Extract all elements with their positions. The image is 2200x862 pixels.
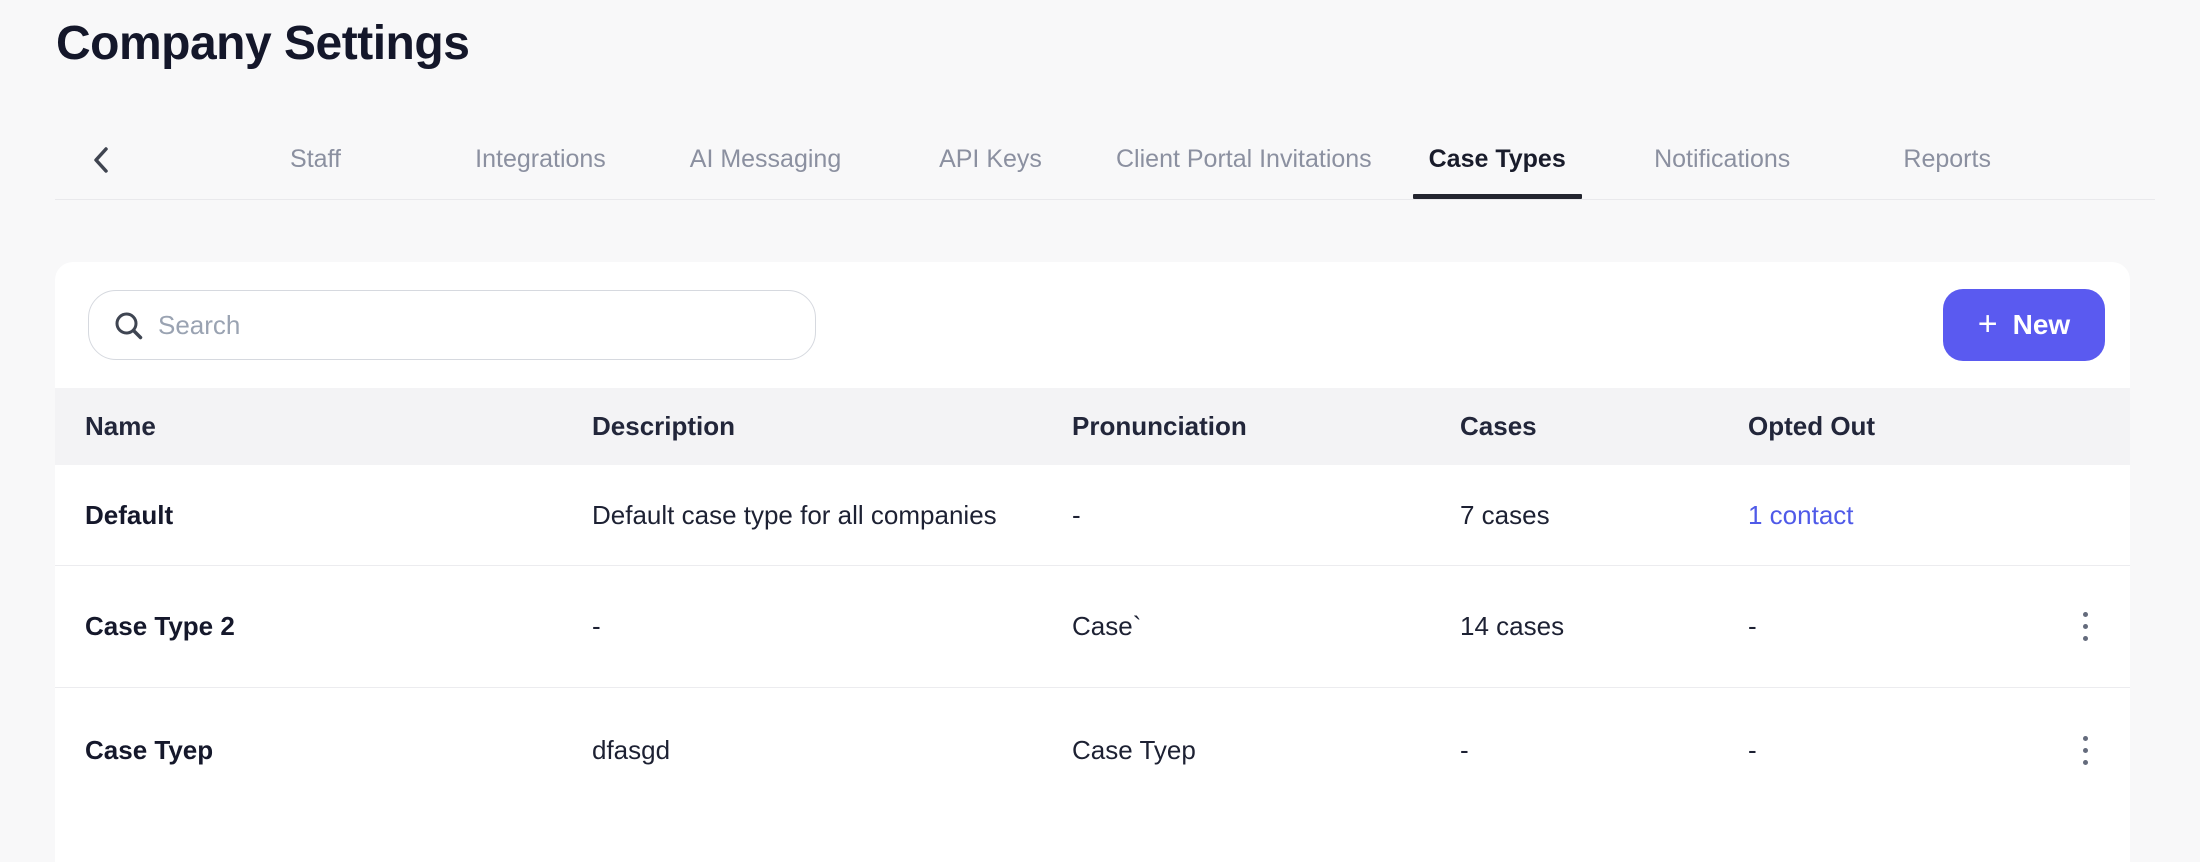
kebab-dot (2082, 759, 2088, 765)
tab-label: Staff (290, 145, 341, 173)
column-header-description: Description (592, 411, 736, 441)
tab-case-types[interactable]: Case Types (1385, 120, 1610, 199)
kebab-dot (2082, 747, 2088, 753)
page-title: Company Settings (56, 17, 470, 70)
tab-bar: Staff Integrations AI Messaging API Keys… (55, 120, 2155, 200)
tab-notifications[interactable]: Notifications (1610, 120, 1835, 199)
cell-name: Case Type 2 (85, 611, 235, 641)
cell-cases: 7 cases (1460, 499, 1550, 530)
cell-cases: - (1460, 734, 1469, 765)
column-header-pronunciation: Pronunciation (1072, 411, 1247, 441)
tab-api-keys[interactable]: API Keys (878, 120, 1103, 199)
table-row[interactable]: Case Tyep dfasgd Case Tyep - - (55, 688, 2130, 812)
tab-ai-messaging[interactable]: AI Messaging (653, 120, 878, 199)
cell-name: Default (85, 499, 174, 530)
search-input[interactable] (158, 309, 795, 341)
chevron-left-icon (94, 146, 108, 173)
cell-name: Case Tyep (85, 734, 214, 765)
tab-staff[interactable]: Staff (203, 120, 428, 199)
new-button-label: New (2012, 309, 2071, 340)
column-header-opted-out: Opted Out (1748, 411, 1876, 441)
cell-actions (2040, 605, 2130, 649)
tab-client-portal-invitations[interactable]: Client Portal Invitations (1103, 120, 1385, 199)
cell-opted-out: - (1748, 611, 1757, 641)
kebab-menu-icon (2082, 735, 2088, 741)
case-types-card: + New Name Description Pronunciation Cas… (55, 262, 2130, 862)
cell-pronunciation: Case` (1072, 611, 1142, 641)
toolbar: + New (55, 262, 2130, 388)
column-header-cases: Cases (1460, 411, 1537, 441)
cell-cases: 14 cases (1460, 611, 1565, 641)
cell-opted-out: - (1748, 734, 1757, 765)
tab-reports[interactable]: Reports (1835, 120, 2060, 199)
table-row[interactable]: Case Type 2 - Case` 14 cases - (55, 566, 2130, 688)
search-icon (115, 312, 143, 339)
table-row[interactable]: Default Default case type for all compan… (55, 465, 2130, 566)
opted-out-link[interactable]: 1 contact (1748, 499, 1854, 530)
kebab-menu-button[interactable] (2063, 605, 2107, 649)
kebab-menu-icon (2082, 612, 2088, 617)
tab-label: AI Messaging (689, 145, 842, 173)
tab-label: Integrations (475, 145, 606, 173)
cell-description: Default case type for all companies (592, 499, 997, 530)
tab-label: Case Types (1412, 145, 1582, 199)
cell-description: dfasgd (592, 734, 671, 765)
plus-icon: + (1977, 304, 1998, 343)
cell-actions (2040, 728, 2130, 772)
new-button[interactable]: + New (1943, 289, 2105, 361)
tab-label: Notifications (1654, 145, 1791, 173)
tab-integrations[interactable]: Integrations (428, 120, 653, 199)
table-header: Name Description Pronunciation Cases Opt… (55, 388, 2130, 465)
tab-label: Client Portal Invitations (1116, 145, 1372, 173)
kebab-menu-button[interactable] (2063, 728, 2107, 772)
cell-pronunciation: - (1072, 499, 1081, 530)
kebab-dot (2082, 624, 2088, 629)
cell-pronunciation: Case Tyep (1072, 734, 1196, 765)
search-box[interactable] (88, 290, 816, 360)
tab-label: API Keys (939, 145, 1042, 173)
cell-description: - (592, 611, 601, 641)
column-header-name: Name (85, 411, 156, 441)
tab-label: Reports (1903, 145, 1991, 173)
back-button[interactable] (55, 120, 203, 199)
kebab-dot (2082, 636, 2088, 641)
